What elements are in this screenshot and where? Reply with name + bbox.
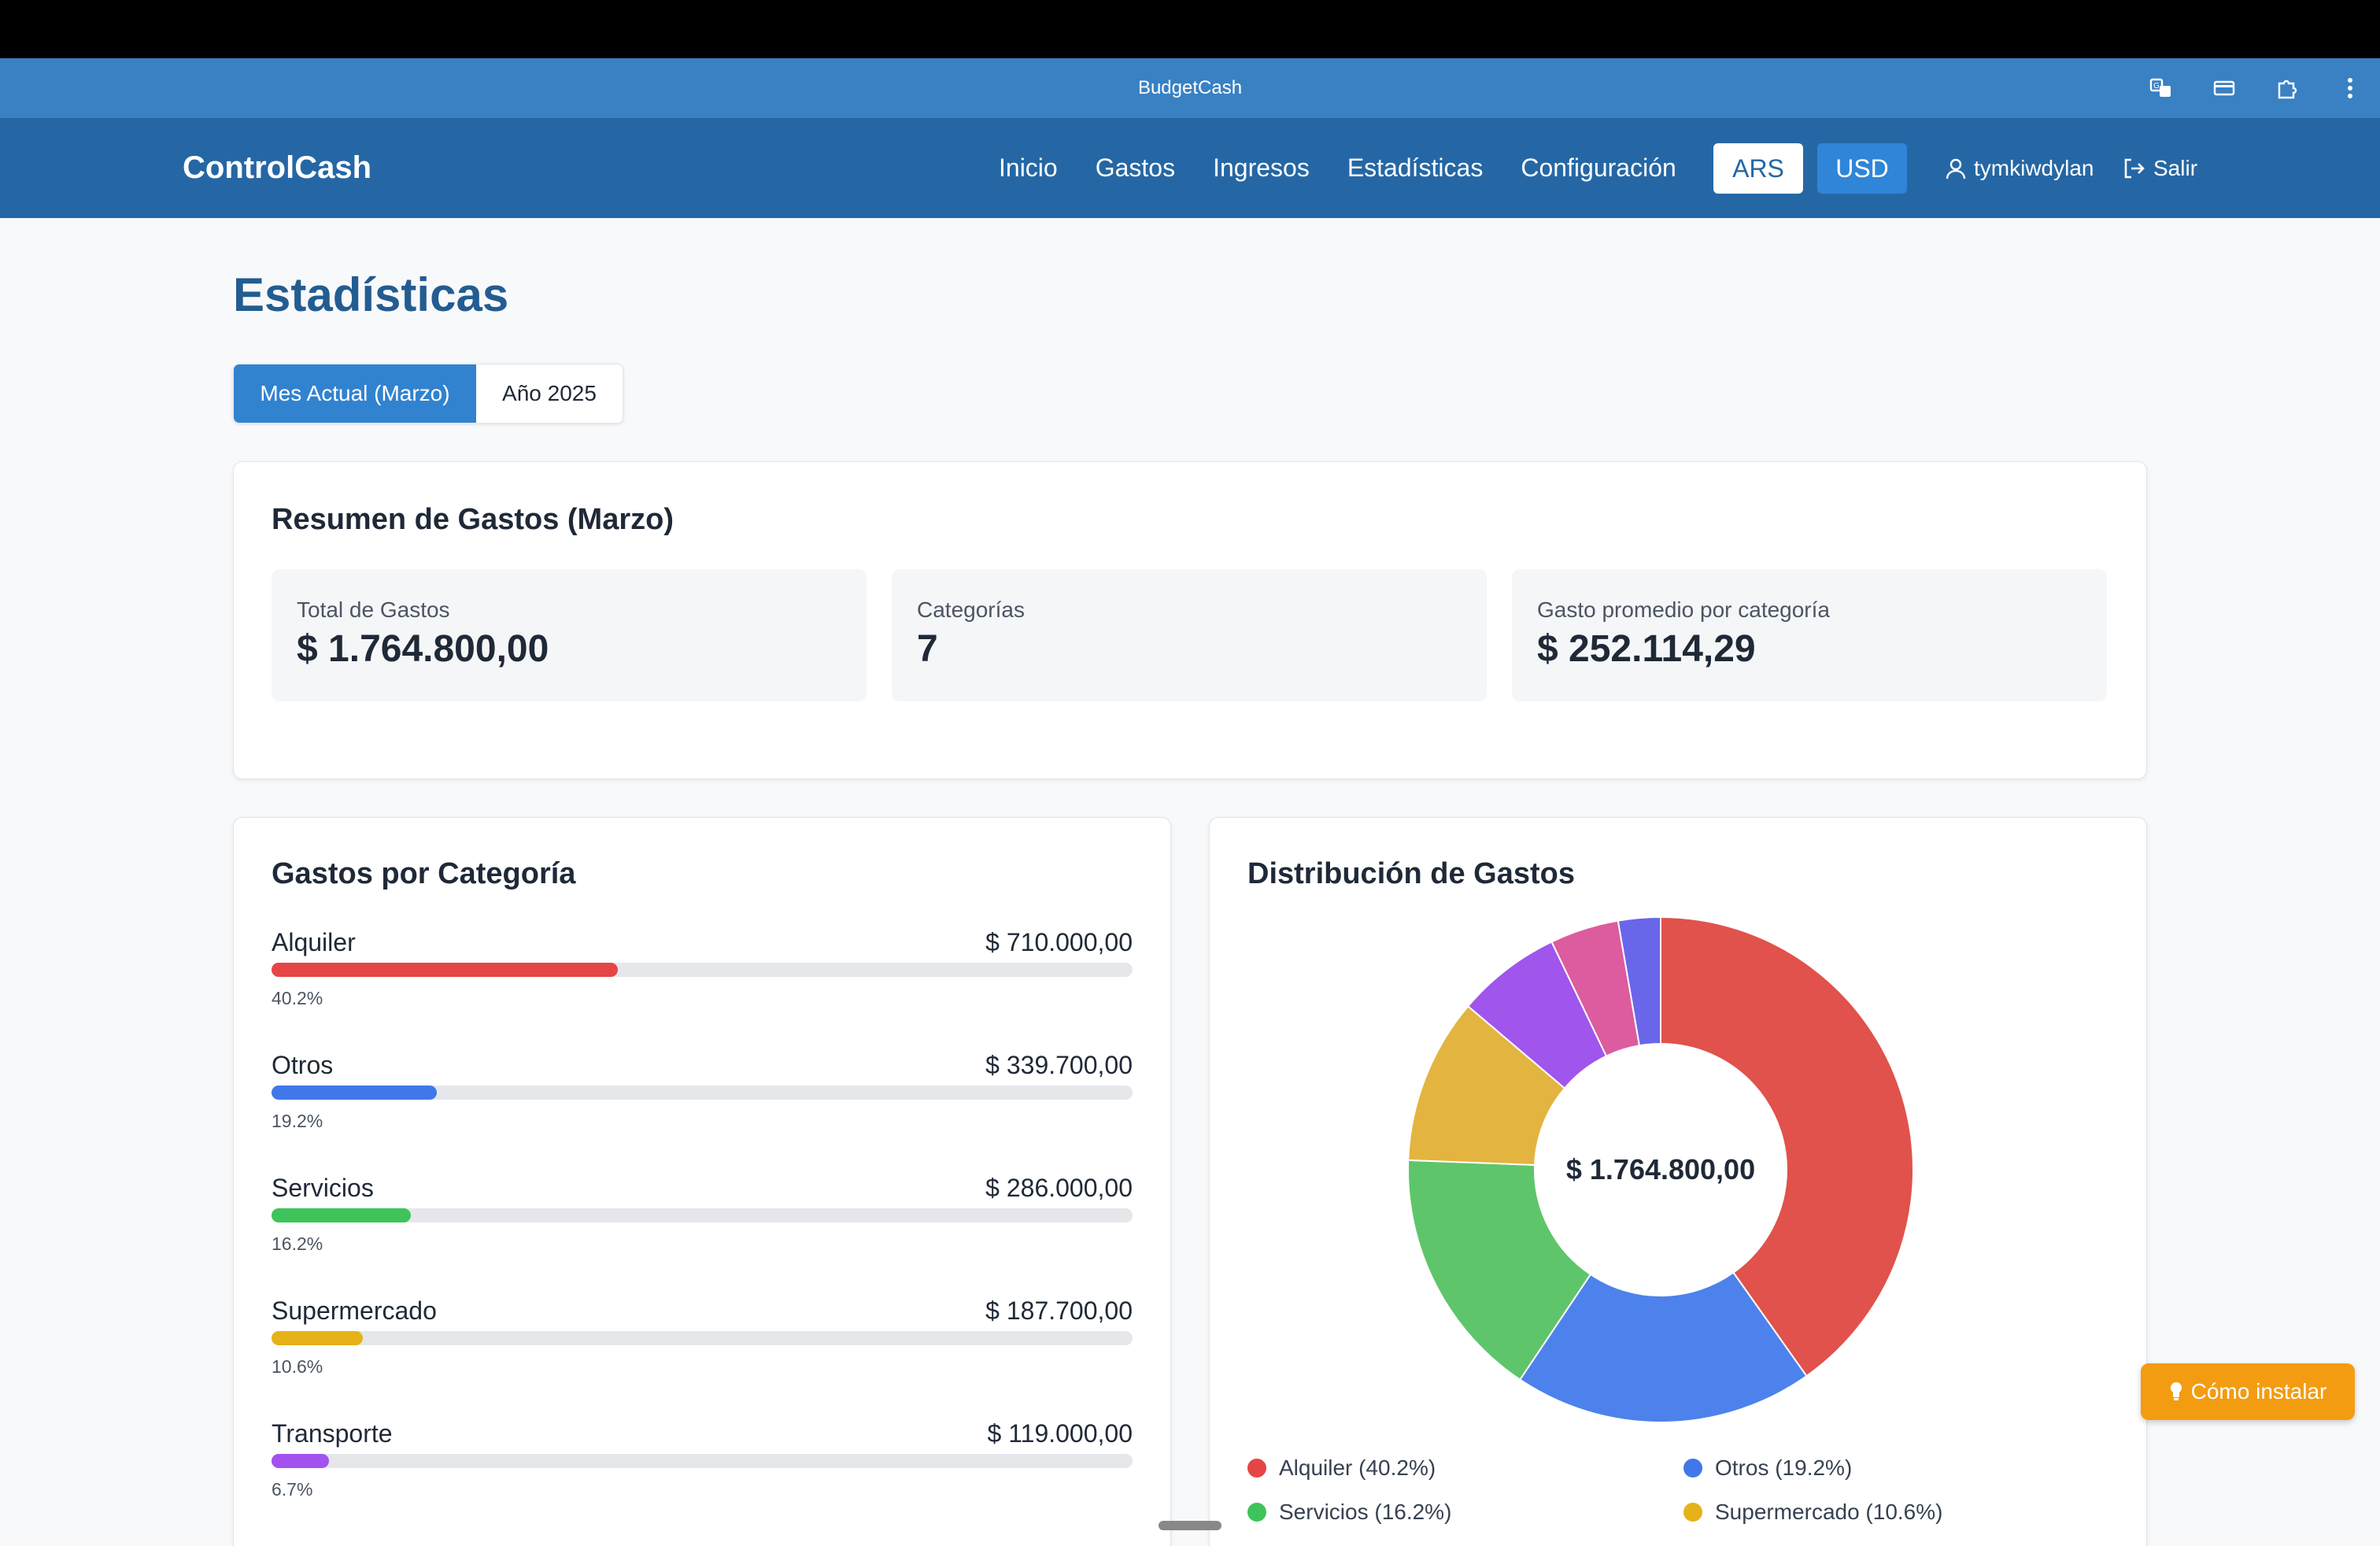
category-card-title: Gastos por Categoría <box>272 857 576 890</box>
category-progress-fill <box>272 1086 438 1100</box>
scroll-handle[interactable] <box>1159 1521 1221 1530</box>
stat-label: Categorías <box>917 597 1025 622</box>
category-row: Transporte $ 119.000,00 6.7% <box>272 1419 1133 1522</box>
legend-label: Servicios (16.2%) <box>1279 1500 1452 1524</box>
category-name: Alquiler <box>272 928 356 956</box>
category-progress-track <box>272 1208 1133 1222</box>
main-navbar: ControlCash Inicio Gastos Ingresos Estad… <box>0 118 2380 218</box>
category-percent: 10.6% <box>272 1356 323 1377</box>
stat-average: Gasto promedio por categoría $ 252.114,2… <box>1512 569 2107 701</box>
legend-item: Supermercado (10.6%) <box>1683 1500 1942 1525</box>
logout-icon <box>2124 158 2145 178</box>
category-percent: 40.2% <box>272 988 323 1008</box>
translate-icon[interactable]: G <box>2147 74 2175 102</box>
nav-link-inicio[interactable]: Inicio <box>999 153 1058 182</box>
category-amount: $ 119.000,00 <box>987 1419 1133 1448</box>
svg-text:G: G <box>2153 82 2160 91</box>
user-icon <box>1946 158 1966 179</box>
category-breakdown-card: Gastos por Categoría Alquiler $ 710.000,0… <box>233 817 1171 1546</box>
summary-card: Resumen de Gastos (Marzo) Total de Gasto… <box>233 461 2147 779</box>
lightbulb-icon <box>2170 1382 2182 1400</box>
nav-link-gastos[interactable]: Gastos <box>1095 153 1176 182</box>
nav-link-estadisticas[interactable]: Estadísticas <box>1347 153 1484 182</box>
stat-total: Total de Gastos $ 1.764.800,00 <box>272 569 867 701</box>
distribution-title: Distribución de Gastos <box>1247 857 1575 890</box>
install-button[interactable]: Cómo instalar <box>2141 1363 2355 1420</box>
category-row: Servicios $ 286.000,00 16.2% <box>272 1174 1133 1276</box>
currency-usd-button[interactable]: USD <box>1817 143 1907 194</box>
username: tymkiwdylan <box>1974 156 2094 180</box>
install-label: Cómo instalar <box>2190 1379 2327 1404</box>
category-name: Supermercado <box>272 1296 437 1325</box>
legend-item: Alquiler (40.2%) <box>1247 1455 1436 1481</box>
legend-dot <box>1683 1459 1702 1478</box>
donut-slice-servicios[interactable] <box>1408 1159 1592 1381</box>
legend-item: Otros (19.2%) <box>1683 1455 1852 1481</box>
category-progress-fill <box>272 1454 330 1468</box>
more-menu-icon[interactable] <box>2336 74 2364 102</box>
category-row: Alquiler $ 710.000,00 40.2% <box>272 928 1133 1030</box>
legend-label: Supermercado (10.6%) <box>1715 1500 1943 1524</box>
donut-chart <box>1408 917 1913 1422</box>
logout-label: Salir <box>2153 155 2198 180</box>
category-name: Servicios <box>272 1174 374 1202</box>
currency-ars-button[interactable]: ARS <box>1713 143 1803 194</box>
extension-icon[interactable] <box>2273 74 2301 102</box>
category-row: Otros $ 339.700,00 19.2% <box>272 1051 1133 1153</box>
category-progress-track <box>272 1331 1133 1345</box>
category-progress-fill <box>272 1208 412 1222</box>
category-row: Supermercado $ 187.700,00 10.6% <box>272 1296 1133 1399</box>
stat-value: $ 252.114,29 <box>1537 628 1756 670</box>
donut-slice-alquiler[interactable] <box>1660 917 1913 1378</box>
nav-link-ingresos[interactable]: Ingresos <box>1213 153 1310 182</box>
card-icon[interactable] <box>2210 74 2238 102</box>
legend-dot <box>1247 1503 1266 1522</box>
legend-item: Servicios (16.2%) <box>1247 1500 1451 1525</box>
category-name: Transporte <box>272 1419 393 1448</box>
browser-title-bar: BudgetCash G <box>0 58 2380 118</box>
donut-center-label: $ 1.764.800,00 <box>1565 1153 1756 1185</box>
brand-logo[interactable]: ControlCash <box>183 150 371 185</box>
tab-year[interactable]: Año 2025 <box>476 364 623 423</box>
category-progress-fill <box>272 963 618 977</box>
category-percent: 19.2% <box>272 1111 323 1131</box>
stat-value: 7 <box>917 628 938 670</box>
donut-slice-otros[interactable] <box>1518 1271 1808 1422</box>
logout-button[interactable]: Salir <box>2122 118 2197 218</box>
stat-label: Total de Gastos <box>297 597 450 622</box>
category-percent: 6.7% <box>272 1479 313 1500</box>
nav-links: Inicio Gastos Ingresos Estadísticas Conf… <box>999 118 1676 218</box>
summary-title: Resumen de Gastos (Marzo) <box>272 503 674 536</box>
browser-title: BudgetCash <box>1137 77 1243 98</box>
category-progress-track <box>272 1086 1133 1100</box>
page-title: Estadísticas <box>233 268 509 321</box>
category-amount: $ 710.000,00 <box>985 928 1133 956</box>
category-percent: 16.2% <box>272 1233 323 1254</box>
legend-dot <box>1247 1459 1266 1478</box>
category-progress-track <box>272 1454 1133 1468</box>
donut-slice-categoría-7[interactable] <box>1617 917 1661 1047</box>
category-amount: $ 339.700,00 <box>985 1051 1133 1079</box>
legend-dot <box>1683 1503 1702 1522</box>
legend-label: Alquiler (40.2%) <box>1279 1455 1436 1480</box>
category-amount: $ 187.700,00 <box>985 1296 1133 1325</box>
stat-value: $ 1.764.800,00 <box>297 628 549 670</box>
category-progress-track <box>272 963 1133 977</box>
nav-link-configuracion[interactable]: Configuración <box>1521 153 1676 182</box>
category-amount: $ 286.000,00 <box>985 1174 1133 1202</box>
distribution-card: Distribución de Gastos $ 1.764.800,00 Al… <box>1209 817 2147 1546</box>
category-name: Otros <box>272 1051 334 1079</box>
system-top-bar <box>0 0 2380 58</box>
period-selector: Mes Actual (Marzo) Año 2025 <box>233 364 623 423</box>
stat-label: Gasto promedio por categoría <box>1537 597 1830 622</box>
user-menu[interactable]: tymkiwdylan <box>1946 118 2094 218</box>
legend-label: Otros (19.2%) <box>1715 1455 1853 1480</box>
tab-current-month[interactable]: Mes Actual (Marzo) <box>234 364 476 423</box>
stat-categories: Categorías 7 <box>892 569 1487 701</box>
category-progress-fill <box>272 1331 363 1345</box>
